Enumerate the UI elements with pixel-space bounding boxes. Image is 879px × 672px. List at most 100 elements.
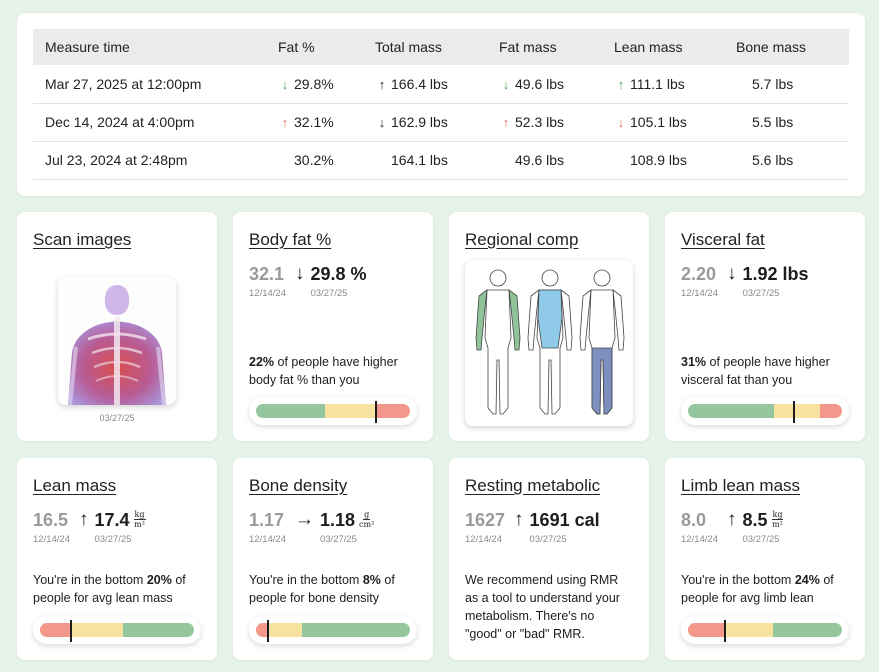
limb-lean-mass-title[interactable]: Limb lean mass — [681, 476, 801, 495]
resting-metabolic-previous: 1627 — [465, 510, 506, 530]
bone-density-title[interactable]: Bone density — [249, 476, 348, 495]
cell-total-mass: ↑ 166.4 lbs — [363, 65, 487, 104]
bar-segment-red — [40, 623, 71, 637]
bar-segment-red — [688, 623, 725, 637]
limb-lean-mass-card[interactable]: Limb lean mass 8.0 12/14/24 ↑ 8.5 kg m² 03… — [665, 458, 865, 660]
limb-lean-mass-previous: 8.0 — [681, 510, 707, 530]
unit-kg-per-m2: kg m² — [133, 510, 146, 529]
table-row[interactable]: Mar 27, 2025 at 12:00pm ↓ 29.8% ↑ 166.4 lbs ↓… — [33, 65, 849, 104]
body-fat-description: 22% of people have higher body fat % tha… — [249, 355, 398, 387]
visceral-fat-card[interactable]: Visceral fat 2.20 12/14/24 ↓ 1.92 lbs 03/… — [665, 212, 865, 441]
header-fat-mass[interactable]: Fat mass — [499, 39, 557, 55]
scan-images-card[interactable]: Scan images 03/27/25 — [17, 212, 217, 441]
bone-density-previous-date: 12/14/24 — [249, 534, 286, 545]
limb-lean-mass-current-date: 03/27/25 — [742, 534, 780, 545]
unit-kg-per-m2: kg m² — [771, 510, 784, 529]
body-fat-current-date: 03/27/25 — [310, 288, 348, 299]
visceral-fat-title[interactable]: Visceral fat — [681, 230, 765, 249]
resting-metabolic-title[interactable]: Resting metabolic — [465, 476, 601, 495]
cell-fat-pct: ↓ 29.8% — [266, 65, 363, 104]
limb-lean-mass-values: 8.0 12/14/24 ↑ 8.5 kg m² 03/27/25 — [681, 509, 784, 545]
arrow-up-icon: ↑ — [78, 509, 89, 530]
bone-density-marker — [267, 620, 270, 642]
regional-comp-title[interactable]: Regional comp — [465, 230, 579, 249]
bar-segment-red — [256, 623, 269, 637]
lean-mass-previous: 16.5 — [33, 510, 69, 530]
lean-mass-title[interactable]: Lean mass — [33, 476, 117, 495]
arrow-down-icon: ↓ — [617, 115, 625, 130]
body-scan-image — [68, 285, 166, 405]
cell-value: 49.6 lbs — [515, 75, 565, 92]
cell-bone-mass: 5.7 lbs — [724, 65, 849, 104]
cell-value: 108.9 lbs — [630, 152, 687, 168]
header-lean-mass[interactable]: Lean mass — [614, 39, 683, 55]
table-row[interactable]: Dec 14, 2024 at 4:00pm ↑ 32.1% ↓ 162.9 lbs ↑ 5… — [33, 103, 849, 142]
cell-measure-time: Dec 14, 2024 at 4:00pm — [33, 103, 266, 142]
resting-metabolic-current: 1691 cal — [529, 510, 600, 530]
lean-mass-current-date: 03/27/25 — [94, 534, 132, 545]
bone-density-previous: 1.17 — [249, 510, 285, 530]
table-row[interactable]: Jul 23, 2024 at 2:48pm 30.2% 164.1 lbs 49.6… — [33, 141, 849, 180]
cell-fat-pct: ↑ 32.1% — [266, 103, 363, 142]
limb-lean-mass-previous-date: 12/14/24 — [681, 534, 718, 545]
unit-g-per-cm2: g cm² — [359, 510, 375, 529]
cell-value: 111.1 lbs — [630, 75, 685, 92]
arrow-up-icon: ↑ — [514, 509, 524, 530]
arrow-down-icon: ↓ — [502, 76, 510, 92]
regional-comp-figure[interactable] — [465, 260, 633, 426]
scan-date: 03/27/25 — [99, 413, 135, 423]
visceral-fat-values: 2.20 12/14/24 ↓ 1.92 lbs 03/27/25 — [681, 264, 809, 300]
cell-value: 52.3 lbs — [515, 114, 565, 130]
body-fat-marker — [375, 401, 378, 423]
header-fat-pct[interactable]: Fat % — [278, 39, 315, 55]
body-silhouettes-image — [475, 269, 625, 415]
arrow-down-icon: ↓ — [378, 115, 386, 130]
bone-density-values: 1.17 12/14/24 → 1.18 g cm² 03/27/25 — [249, 510, 375, 546]
resting-metabolic-card[interactable]: Resting metabolic 1627 12/14/24 ↑ 1691 c… — [449, 458, 649, 660]
header-bone-mass[interactable]: Bone mass — [736, 39, 807, 55]
cell-fat-mass: ↑ 52.3 lbs — [487, 103, 602, 142]
cell-total-mass: ↓ 162.9 lbs — [363, 103, 487, 142]
bar-segment-red — [376, 404, 410, 418]
cell-value: 30.2% — [294, 152, 334, 168]
resting-metabolic-previous-date: 12/14/24 — [465, 534, 502, 545]
bar-segment-yellow — [268, 623, 303, 637]
body-fat-title[interactable]: Body fat % — [249, 230, 332, 249]
visceral-fat-previous: 2.20 — [681, 264, 717, 284]
bone-density-card[interactable]: Bone density 1.17 12/14/24 → 1.18 g cm² 03… — [233, 458, 433, 660]
resting-metabolic-current-date: 03/27/25 — [529, 534, 567, 545]
body-fat-previous-date: 12/14/24 — [249, 288, 286, 299]
lean-mass-marker — [69, 620, 72, 642]
visceral-fat-percentile-bar — [681, 397, 849, 425]
limb-lean-mass-description: You're in the bottom 24% of people for a… — [681, 573, 834, 605]
header-measure-time[interactable]: Measure time — [45, 39, 130, 55]
lean-mass-previous-date: 12/14/24 — [33, 534, 70, 545]
cell-value: 5.6 lbs — [752, 152, 794, 168]
cell-measure-time: Mar 27, 2025 at 12:00pm — [33, 65, 266, 104]
cell-fat-pct: 30.2% — [266, 141, 363, 180]
cell-lean-mass: 108.9 lbs — [602, 141, 724, 180]
scan-image-thumbnail[interactable] — [58, 277, 176, 405]
bar-segment-green — [772, 623, 842, 637]
cell-value: 166.4 lbs — [391, 75, 448, 92]
cell-value: 32.1% — [294, 114, 334, 130]
regional-comp-card[interactable]: Regional comp — [449, 212, 649, 441]
bar-segment-yellow — [774, 404, 821, 418]
arrow-up-icon: ↑ — [502, 115, 510, 130]
body-fat-card[interactable]: Body fat % 32.1 12/14/24 ↓ 29.8 % 03/27/… — [233, 212, 433, 441]
visceral-fat-previous-date: 12/14/24 — [681, 288, 718, 299]
lean-mass-card[interactable]: Lean mass 16.5 12/14/24 ↑ 17.4 kg m² 03/27… — [17, 458, 217, 660]
header-total-mass[interactable]: Total mass — [375, 39, 442, 55]
arrow-down-icon: ↓ — [281, 76, 289, 92]
bone-density-current-date: 03/27/25 — [319, 534, 357, 545]
arrow-up-icon: ↑ — [726, 509, 737, 530]
cell-lean-mass: ↑ 111.1 lbs — [602, 65, 724, 104]
cell-measure-time: Jul 23, 2024 at 2:48pm — [33, 141, 266, 180]
cell-value: 49.6 lbs — [515, 152, 565, 168]
cell-bone-mass: 5.6 lbs — [724, 141, 849, 180]
bone-density-current: 1.18 g cm² — [319, 510, 375, 530]
lean-mass-percentile-bar — [33, 616, 201, 644]
arrow-up-icon: ↑ — [378, 76, 386, 92]
table-header-row: Measure time Fat % Total mass Fat mass L… — [33, 29, 849, 65]
scan-images-title[interactable]: Scan images — [33, 230, 132, 249]
